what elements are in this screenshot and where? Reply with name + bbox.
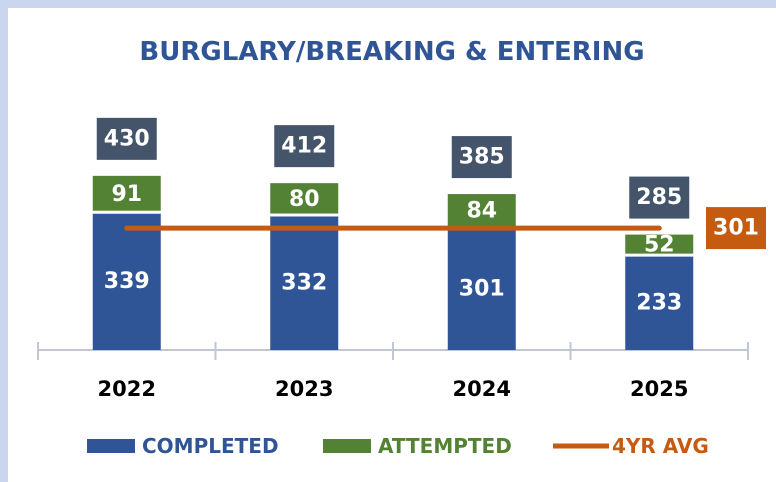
x-tick-label: 2022	[98, 377, 156, 401]
bar-segment	[447, 228, 516, 350]
legend-label: ATTEMPTED	[378, 434, 512, 458]
average-label: 301	[713, 216, 759, 241]
data-label: 332	[281, 270, 327, 295]
x-tick-label: 2025	[630, 377, 688, 401]
legend-label: COMPLETED	[142, 434, 279, 458]
bar-segment	[92, 212, 161, 350]
total-label: 385	[459, 145, 505, 170]
total-box	[629, 176, 690, 219]
data-label: 84	[466, 199, 497, 224]
legend-label: 4YR AVG	[612, 434, 709, 458]
total-box	[96, 117, 157, 160]
bar-segment	[447, 194, 516, 227]
data-label: 91	[111, 182, 142, 207]
legend-swatch	[87, 439, 135, 453]
total-label: 285	[636, 185, 682, 210]
bar-segment	[625, 255, 694, 350]
chart-title: BURGLARY/BREAKING & ENTERING	[139, 37, 644, 67]
data-label: 301	[459, 277, 505, 302]
legend-swatch	[323, 439, 371, 453]
bar-segment	[270, 215, 339, 350]
data-label: 339	[104, 269, 150, 294]
total-box	[274, 125, 335, 168]
data-label: 52	[644, 233, 675, 258]
bar-segment	[270, 183, 339, 214]
data-label: 233	[636, 290, 682, 315]
x-tick-label: 2024	[453, 377, 511, 401]
data-label: 80	[289, 187, 320, 212]
total-label: 430	[104, 126, 150, 151]
total-label: 412	[281, 134, 327, 159]
total-box	[451, 136, 512, 179]
bar-segment	[92, 175, 161, 211]
bar-segment	[625, 234, 694, 254]
average-box	[706, 207, 766, 250]
x-tick-label: 2023	[275, 377, 333, 401]
